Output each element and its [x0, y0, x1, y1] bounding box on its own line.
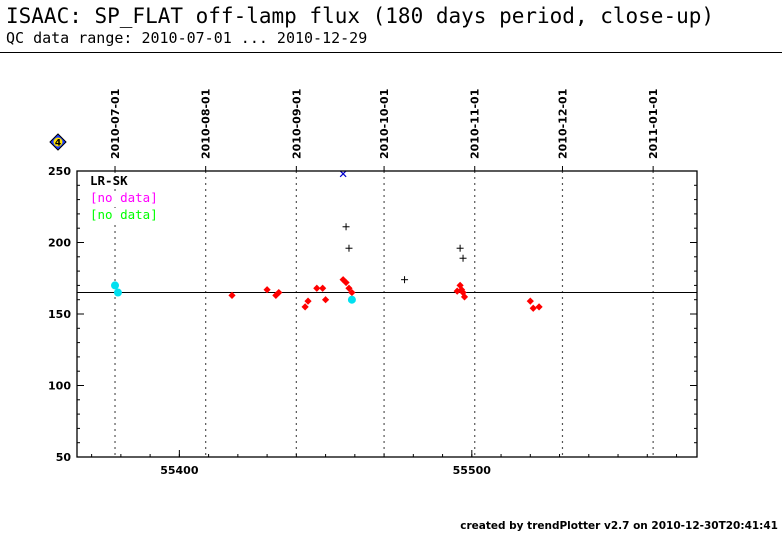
data-point [345, 244, 353, 252]
data-point [313, 284, 321, 292]
date-axis-labels: 2010-07-01 2010-08-01 2010-09-01 2010-10-01… [109, 89, 660, 171]
badge-group: 4 [49, 133, 67, 151]
date-tick-label: 2010-08-01 [200, 89, 213, 159]
x-axis: 55400 55500 [91, 450, 678, 477]
data-point [275, 288, 283, 297]
legend-entry: [no data] [90, 207, 158, 222]
header-divider [0, 52, 782, 53]
data-point [401, 276, 409, 284]
x-tick-label: 55400 [160, 464, 199, 477]
legend-bg [88, 191, 158, 205]
data-point [345, 284, 353, 292]
data-point [348, 288, 356, 297]
badge-inner [53, 137, 63, 147]
legend-bg [88, 208, 158, 222]
data-point [456, 281, 464, 289]
chart-subtitle: QC data range: 2010-07-01 ... 2010-12-29 [6, 29, 368, 47]
legend-entry: LR-SK [90, 173, 128, 188]
data-point [228, 291, 236, 300]
date-tick-label: 2010-07-01 [109, 89, 122, 159]
data-point [301, 303, 309, 311]
data-point [319, 284, 327, 292]
x-tick-label: 55500 [453, 464, 492, 477]
date-tick-label: 2011-01-01 [647, 89, 660, 159]
footer-credit: created by trendPlotter v2.7 on 2010-12-… [460, 520, 778, 532]
legend-entry: [no data] [90, 190, 158, 205]
y-tick-label: 100 [48, 380, 71, 393]
data-point [456, 244, 464, 252]
y-axis: 50 100 150 200 250 [48, 165, 697, 464]
data-point [529, 304, 537, 312]
data-point [460, 293, 469, 301]
data-point [304, 297, 312, 305]
data-point-d2 [339, 170, 347, 178]
date-tick-label: 2010-09-01 [290, 89, 303, 159]
y-tick-label: 50 [56, 451, 72, 464]
data-point [342, 223, 350, 231]
plot-border [76, 170, 698, 458]
data-point [111, 281, 120, 290]
chart-title: ISAAC: SP_FLAT off-lamp flux (180 days p… [6, 4, 715, 28]
y-tick-label: 150 [48, 308, 71, 321]
data-point [526, 297, 534, 305]
date-gridlines [114, 171, 654, 457]
y-tick-label: 250 [48, 165, 71, 178]
plot-frame [76, 170, 698, 458]
data-point [347, 295, 356, 304]
date-tick-label: 2010-12-01 [556, 89, 569, 159]
data-points [111, 170, 543, 312]
data-point [459, 288, 467, 297]
date-tick-label: 2010-10-01 [378, 89, 391, 159]
data-point [113, 288, 122, 297]
data-point [459, 254, 467, 262]
date-tick-label: 2010-11-01 [469, 89, 482, 159]
data-point [339, 170, 347, 178]
data-point [321, 296, 330, 304]
data-point [263, 286, 271, 294]
y-tick-label: 200 [48, 237, 71, 250]
badge-label: 4 [55, 139, 61, 149]
data-point [535, 303, 543, 311]
legend: LR-SK [no data] [no data] [88, 173, 158, 222]
data-point [342, 278, 350, 287]
